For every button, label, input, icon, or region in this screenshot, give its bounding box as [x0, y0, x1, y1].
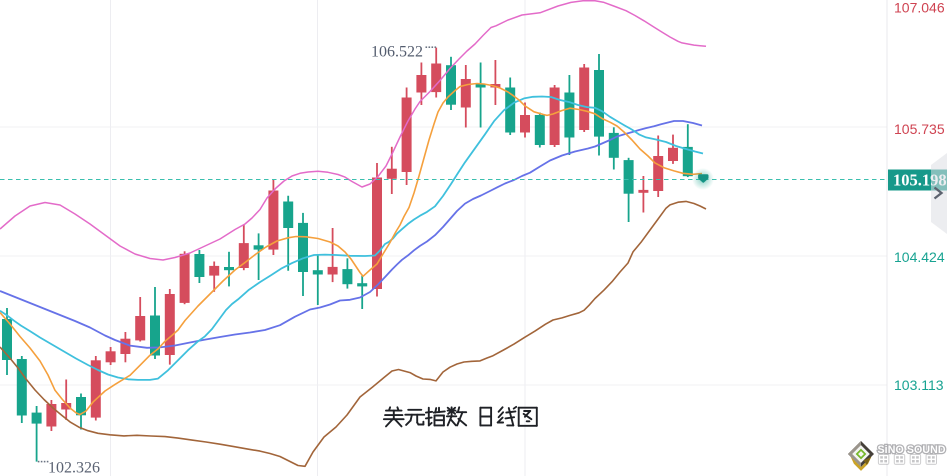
svg-text:SiNO SOUND: SiNO SOUND — [878, 444, 946, 456]
svg-text:SiNO SOUND: SiNO SOUND — [878, 444, 946, 456]
svg-text:106.522: 106.522 — [371, 44, 423, 61]
svg-text:105.735: 105.735 — [894, 121, 945, 137]
svg-text:103.113: 103.113 — [894, 377, 944, 393]
svg-text:102.326: 102.326 — [48, 460, 100, 476]
svg-text:107.046: 107.046 — [894, 0, 945, 16]
svg-text:104.424: 104.424 — [894, 249, 945, 265]
